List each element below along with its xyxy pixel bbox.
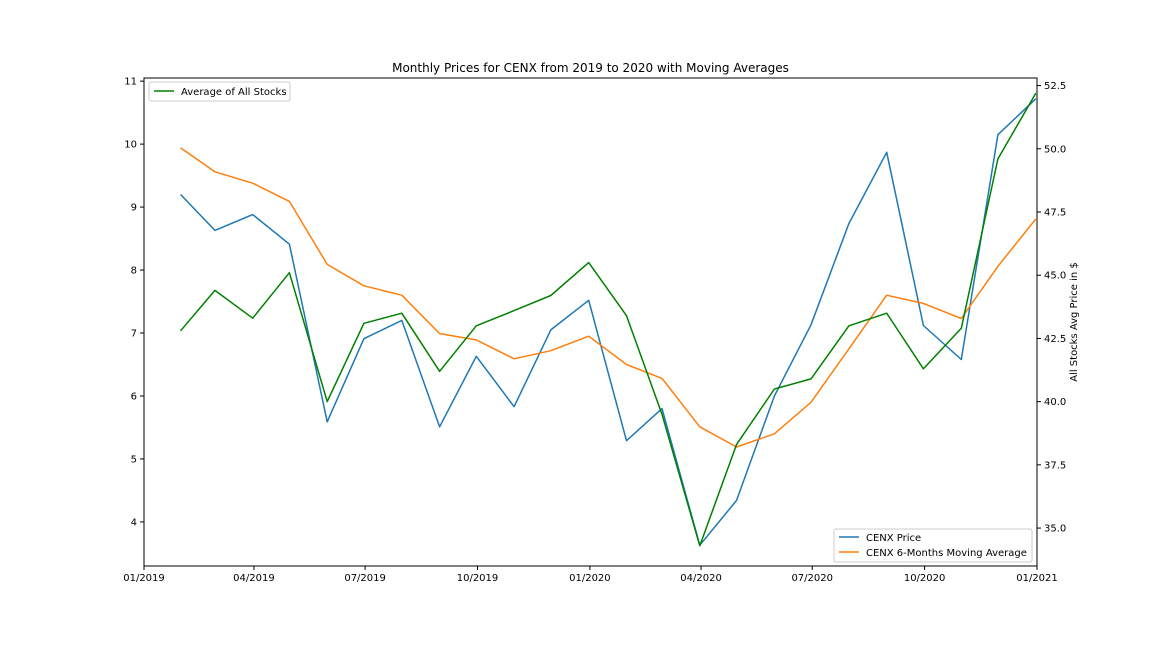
y-left-tick-label: 9 bbox=[131, 203, 137, 214]
y-right-tick-label: 35.0 bbox=[1044, 524, 1066, 535]
x-tick-label: 04/2019 bbox=[233, 573, 275, 584]
y-left-tick-label: 8 bbox=[131, 266, 137, 277]
chart-title: Monthly Prices for CENX from 2019 to 202… bbox=[392, 61, 789, 75]
plot-frame bbox=[143, 77, 1038, 567]
legend-label: CENX Price bbox=[866, 533, 921, 544]
y-right-tick-label: 50.0 bbox=[1044, 144, 1066, 155]
x-axis: 01/2019 04/2019 07/2019 10/2019 01/2020 04/20… bbox=[123, 566, 1058, 584]
legend-top-left: Average of All Stocks bbox=[148, 81, 291, 102]
x-tick-label: 10/2020 bbox=[904, 573, 946, 584]
x-tick-label: 04/2020 bbox=[680, 573, 722, 584]
x-tick-label: 07/2019 bbox=[344, 573, 386, 584]
y-right-tick-label: 40.0 bbox=[1044, 397, 1066, 408]
legend-bottom-right: CENX Price CENX 6-Months Moving Average bbox=[833, 528, 1033, 563]
x-tick-label: 01/2020 bbox=[569, 573, 611, 584]
legend-label: CENX 6-Months Moving Average bbox=[866, 548, 1027, 559]
y-left-tick-label: 11 bbox=[124, 77, 137, 88]
y-left-tick-label: 6 bbox=[131, 391, 137, 402]
plot-lines bbox=[180, 92, 1037, 547]
legend-label: Average of All Stocks bbox=[181, 87, 287, 98]
y-right-tick-label: 37.5 bbox=[1044, 460, 1066, 471]
y-right-tick-label: 52.5 bbox=[1044, 81, 1066, 92]
y-left-tick-label: 10 bbox=[124, 140, 137, 151]
y-left-tick-label: 4 bbox=[131, 517, 137, 528]
x-tick-label: 07/2020 bbox=[791, 573, 833, 584]
y-right-tick-label: 42.5 bbox=[1044, 334, 1066, 345]
x-tick-label: 10/2019 bbox=[457, 573, 499, 584]
y-axis-right-label: All Stocks Avg Price in $ bbox=[1069, 262, 1080, 382]
x-tick-label: 01/2019 bbox=[123, 573, 165, 584]
y-right-tick-label: 47.5 bbox=[1044, 208, 1066, 219]
series-line-average-of-all-stocks bbox=[180, 92, 1037, 547]
y-right-tick-label: 45.0 bbox=[1044, 271, 1066, 282]
x-tick-label: 01/2021 bbox=[1016, 573, 1058, 584]
series-line-cenx-6-months-moving-average bbox=[180, 147, 1037, 448]
y-left-tick-label: 7 bbox=[131, 329, 137, 340]
y-left-tick-label: 5 bbox=[131, 454, 137, 465]
y-axis-left: 4 5 6 7 8 9 10 11 bbox=[124, 77, 144, 528]
series-line-cenx-price bbox=[180, 98, 1037, 546]
y-axis-right: 35.0 37.5 40.0 42.5 45.0 47.5 50.0 52.5 bbox=[1037, 81, 1066, 535]
